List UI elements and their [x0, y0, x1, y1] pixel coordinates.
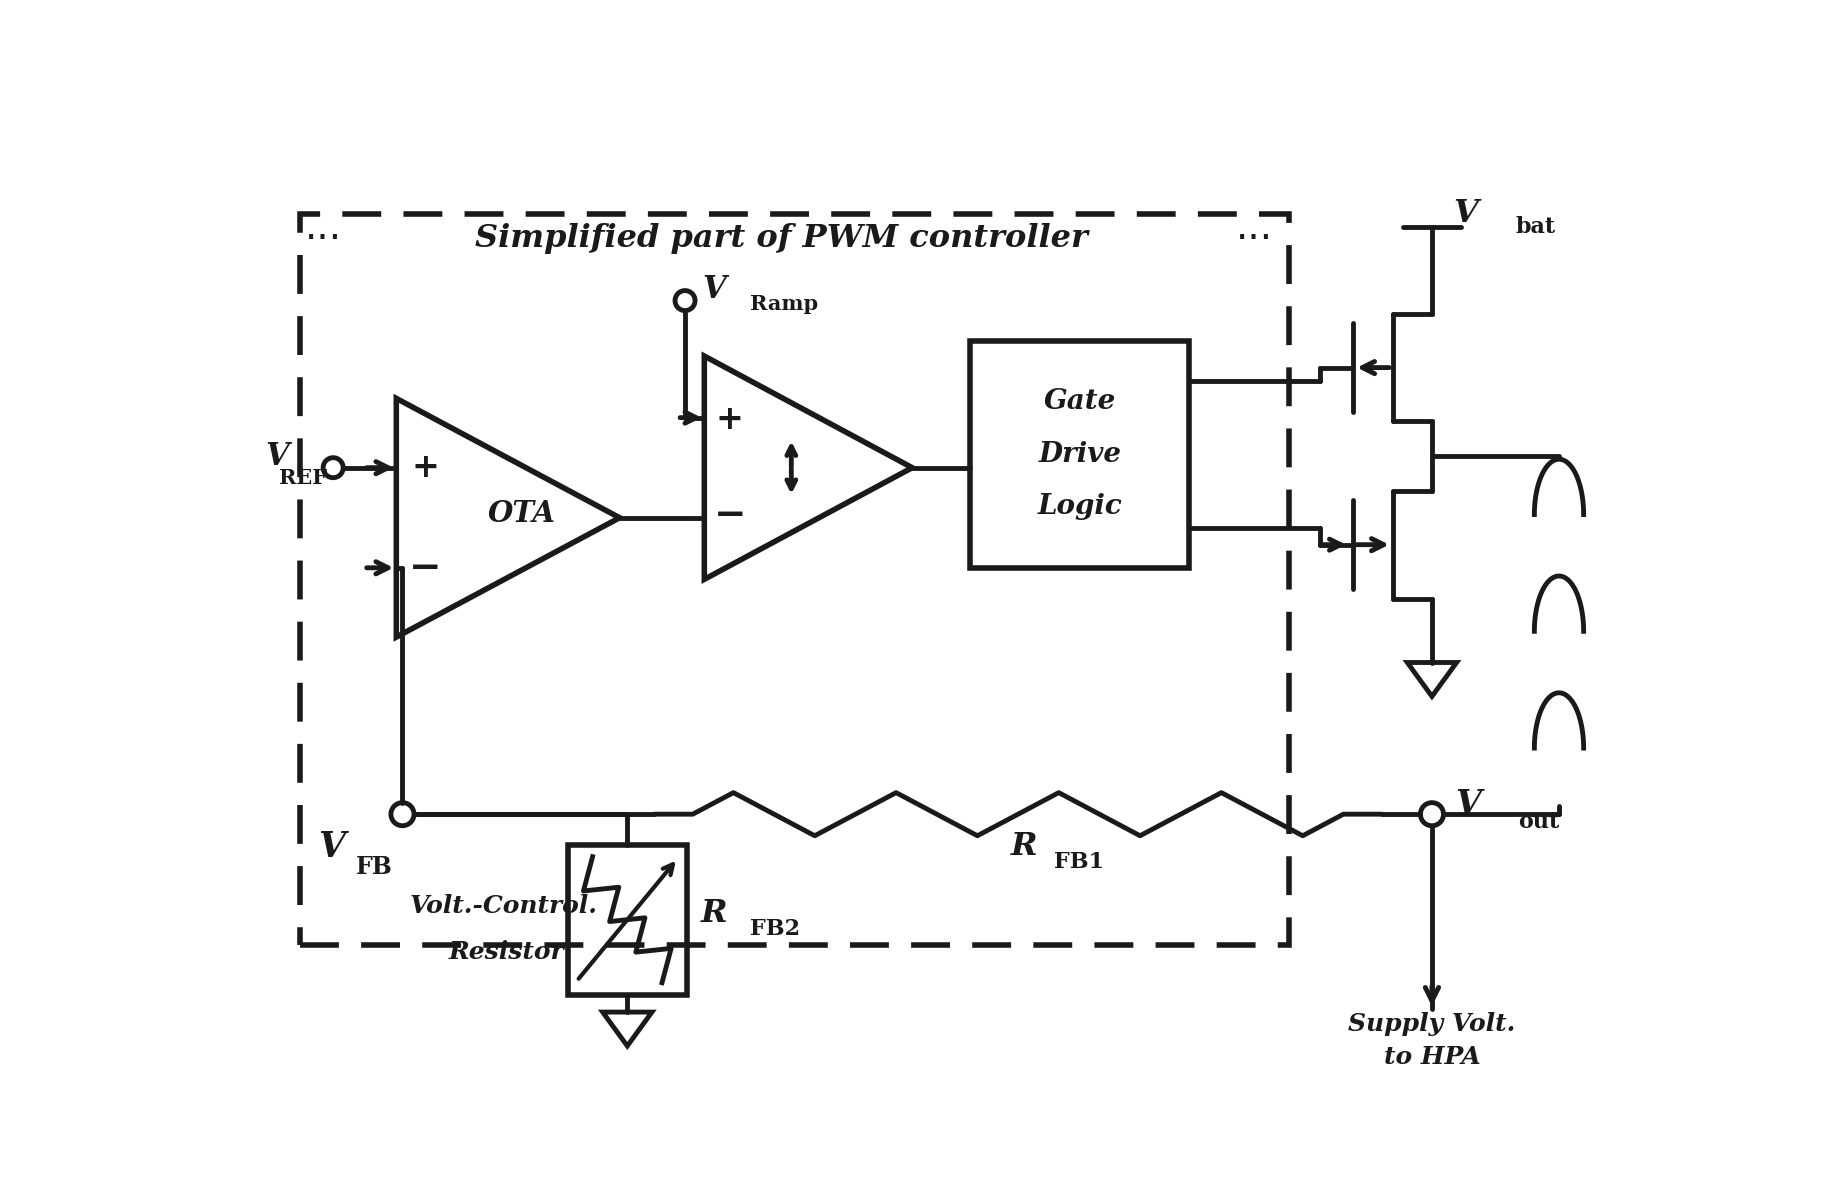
- Text: out: out: [1517, 811, 1559, 832]
- Text: FB1: FB1: [1054, 850, 1103, 873]
- Text: to HPA: to HPA: [1383, 1045, 1480, 1069]
- Text: bat: bat: [1513, 215, 1554, 238]
- Text: V: V: [1453, 199, 1477, 230]
- Text: V: V: [318, 830, 346, 864]
- Text: −: −: [408, 549, 441, 587]
- Text: REF: REF: [280, 469, 327, 488]
- Text: V: V: [702, 274, 725, 305]
- Text: Resistor: Resistor: [449, 940, 563, 964]
- Bar: [969, 341, 1188, 568]
- Text: V: V: [1455, 788, 1480, 822]
- Text: OTA: OTA: [487, 500, 555, 529]
- Text: −: −: [714, 496, 745, 535]
- Text: Logic: Logic: [1037, 493, 1122, 520]
- Text: Volt.-Control.: Volt.-Control.: [410, 893, 598, 917]
- Text: R: R: [701, 898, 726, 929]
- Text: Ramp: Ramp: [750, 294, 818, 313]
- Text: ···: ···: [305, 220, 342, 258]
- Text: Supply Volt.: Supply Volt.: [1348, 1012, 1515, 1037]
- Text: FB2: FB2: [750, 917, 800, 940]
- Text: Gate: Gate: [1043, 389, 1114, 415]
- Text: FB: FB: [357, 855, 394, 879]
- Text: Simplified part of PWM controller: Simplified part of PWM controller: [474, 224, 1087, 255]
- Text: ···: ···: [1236, 220, 1273, 258]
- Text: Drive: Drive: [1037, 440, 1120, 468]
- Text: +: +: [412, 451, 440, 484]
- Text: V: V: [265, 441, 289, 472]
- Text: +: +: [715, 403, 743, 437]
- Bar: [566, 844, 686, 995]
- Text: R: R: [1010, 831, 1037, 862]
